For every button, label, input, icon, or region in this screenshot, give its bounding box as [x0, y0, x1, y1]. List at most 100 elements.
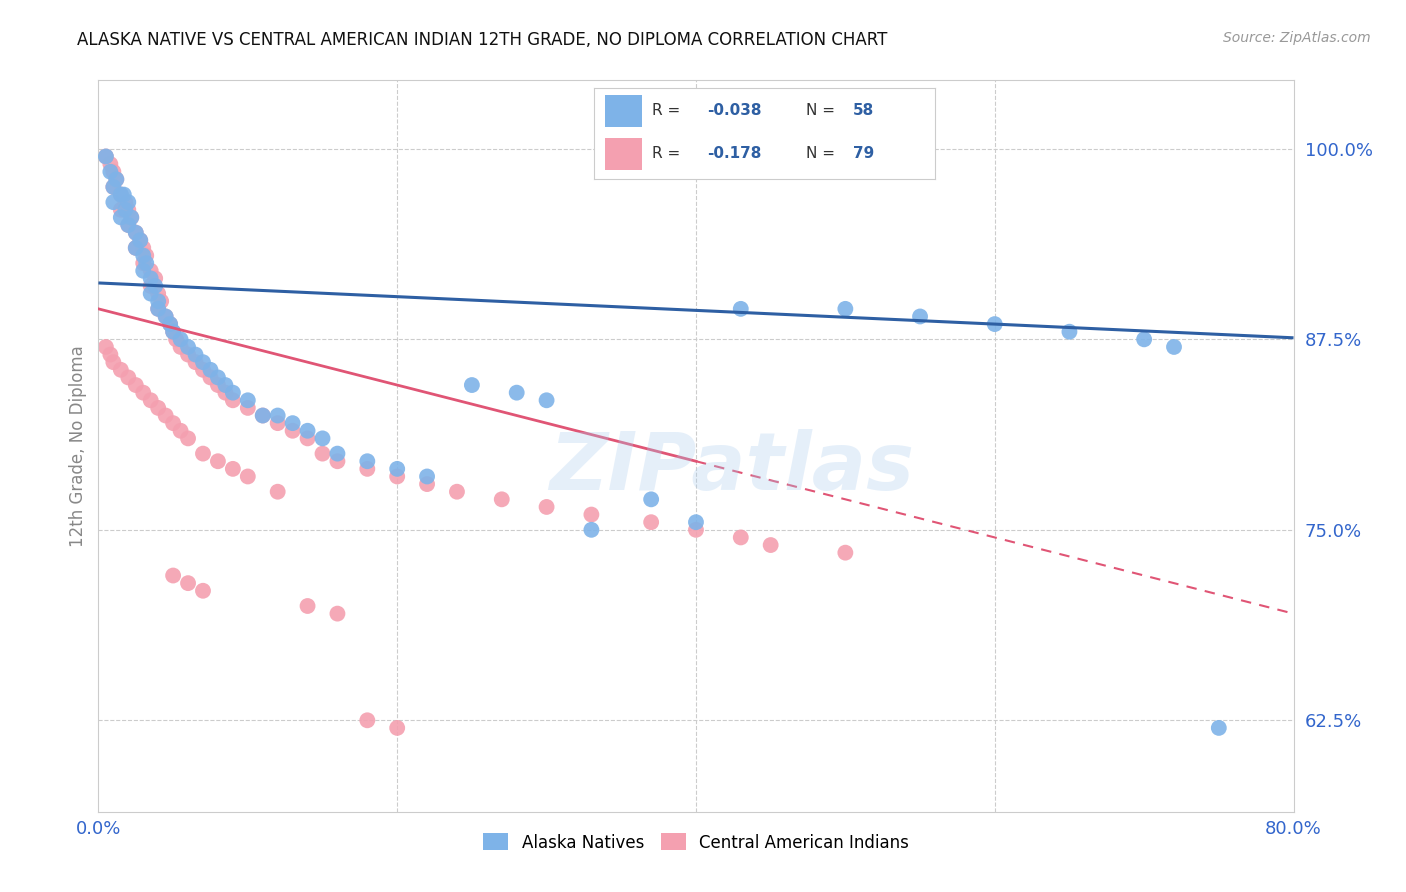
Point [191, 447, 214, 461]
Point [114, 195, 136, 210]
Point [1163, 340, 1185, 354]
Point [139, 279, 162, 293]
Point [416, 469, 439, 483]
Point [132, 248, 155, 262]
Point [177, 347, 200, 361]
Point [461, 378, 484, 392]
Point [207, 454, 229, 468]
Point [148, 301, 170, 316]
Point [536, 500, 558, 514]
Point [103, 355, 125, 369]
Point [169, 332, 191, 346]
Point [155, 310, 177, 324]
Point [184, 347, 207, 361]
Point [114, 202, 136, 217]
Point [169, 424, 191, 438]
Point [110, 187, 132, 202]
Point [98, 347, 122, 361]
Point [581, 508, 603, 522]
Point [117, 370, 139, 384]
Point [125, 378, 148, 392]
Point [506, 385, 529, 400]
Point [267, 416, 290, 430]
Point [222, 385, 245, 400]
Point [125, 241, 148, 255]
Point [155, 409, 177, 423]
Point [267, 409, 290, 423]
Point [236, 401, 259, 415]
Point [191, 355, 214, 369]
Point [162, 416, 184, 430]
Point [214, 385, 236, 400]
Point [135, 256, 157, 270]
Point [834, 301, 856, 316]
Y-axis label: 12th Grade, No Diploma: 12th Grade, No Diploma [69, 345, 87, 547]
Point [110, 187, 132, 202]
Point [281, 424, 304, 438]
Point [110, 363, 132, 377]
Point [129, 233, 152, 247]
Point [103, 164, 125, 178]
Point [207, 370, 229, 384]
Point [105, 172, 128, 186]
Point [148, 301, 170, 316]
Point [132, 385, 155, 400]
Point [252, 409, 274, 423]
Point [150, 294, 173, 309]
Point [155, 310, 177, 324]
Point [139, 264, 162, 278]
Point [1059, 325, 1081, 339]
Point [236, 393, 259, 408]
Point [685, 515, 707, 529]
Point [177, 340, 200, 354]
Point [214, 378, 236, 392]
Point [165, 332, 187, 346]
Point [139, 393, 162, 408]
Point [148, 294, 170, 309]
Point [685, 523, 707, 537]
Point [297, 431, 319, 445]
Point [311, 431, 333, 445]
Point [103, 180, 125, 194]
Point [169, 340, 191, 354]
Point [135, 248, 157, 262]
Point [143, 271, 166, 285]
Point [94, 149, 117, 163]
Point [759, 538, 782, 552]
Point [730, 530, 752, 544]
Point [184, 355, 207, 369]
Point [326, 447, 349, 461]
Point [297, 424, 319, 438]
Point [356, 713, 378, 727]
Point [94, 340, 117, 354]
Point [640, 515, 662, 529]
Point [200, 370, 222, 384]
Point [159, 317, 181, 331]
Point [162, 325, 184, 339]
Point [159, 317, 181, 331]
Point [536, 393, 558, 408]
Point [356, 462, 378, 476]
Point [222, 393, 245, 408]
Point [191, 363, 214, 377]
Point [385, 721, 409, 735]
Point [236, 469, 259, 483]
Point [129, 233, 152, 247]
Point [98, 157, 122, 171]
Point [117, 202, 139, 217]
Point [94, 149, 117, 163]
Text: ZIPatlas: ZIPatlas [550, 429, 914, 507]
Point [125, 226, 148, 240]
Point [385, 469, 409, 483]
Point [112, 187, 135, 202]
Point [326, 454, 349, 468]
Point [120, 211, 142, 225]
Point [120, 211, 142, 225]
Point [1133, 332, 1156, 346]
Point [98, 164, 122, 178]
Point [125, 226, 148, 240]
Point [139, 286, 162, 301]
Point [132, 241, 155, 255]
Point [446, 484, 468, 499]
Point [117, 218, 139, 232]
